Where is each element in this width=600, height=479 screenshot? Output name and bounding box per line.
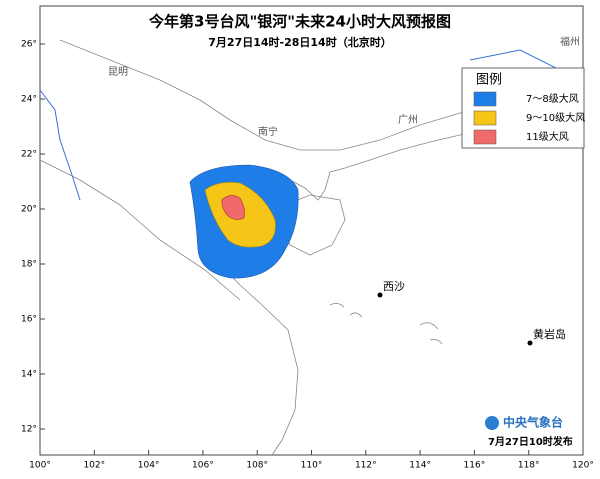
lon-tick-label: 102°	[83, 461, 105, 471]
lon-tick-label: 104°	[138, 461, 160, 471]
place-label: 西沙	[383, 280, 405, 293]
place-label: 广州	[398, 114, 418, 126]
lon-tick-label: 110°	[301, 461, 323, 471]
lon-tick-label: 108°	[246, 461, 268, 471]
lon-tick-label: 112°	[355, 461, 377, 471]
lon-tick-label: 116°	[464, 461, 486, 471]
logo-icon	[485, 416, 499, 430]
wind-zone-11	[221, 195, 245, 220]
lon-tick-label: 114°	[409, 461, 431, 471]
issued-time: 7月27日10时发布	[488, 435, 573, 448]
lat-tick-label: 20°	[21, 205, 37, 215]
lat-tick-label: 16°	[21, 315, 37, 325]
legend-label: 9～10级大风	[526, 111, 585, 124]
wind-zones	[189, 164, 299, 279]
place-label: 昆明	[108, 66, 128, 78]
legend-title: 图例	[476, 73, 502, 88]
lat-tick-label: 22°	[21, 150, 37, 160]
legend-swatch	[473, 91, 497, 107]
lat-tick-label: 12°	[21, 425, 37, 435]
lon-tick-label: 120°	[572, 461, 594, 471]
title: 今年第3号台风"银河"未来24小时大风预报图	[148, 13, 451, 31]
legend-label: 7～8级大风	[526, 92, 579, 105]
lat-tick-label: 26°	[21, 40, 37, 50]
place-label: 南宁	[258, 125, 278, 138]
lat-tick-label: 24°	[21, 95, 37, 105]
lon-tick-label: 118°	[518, 461, 540, 471]
legend-swatch	[473, 110, 497, 126]
subtitle: 7月27日14时-28日14时（北京时）	[208, 35, 391, 49]
legend: 图例 7～8级大风 9～10级大风 11级大风	[461, 67, 585, 149]
place-label: 福州	[560, 35, 580, 48]
legend-swatch	[473, 129, 497, 145]
lon-tick-label: 106°	[192, 461, 214, 471]
legend-label: 11级大风	[526, 130, 569, 143]
place-dot	[377, 292, 383, 298]
lat-tick-label: 14°	[21, 370, 37, 380]
lat-tick-label: 18°	[21, 260, 37, 270]
lon-tick-label: 100°	[29, 461, 51, 471]
place-dot	[527, 340, 533, 346]
agency: 中央气象台	[503, 415, 563, 430]
place-label: 黄岩岛	[533, 327, 566, 341]
